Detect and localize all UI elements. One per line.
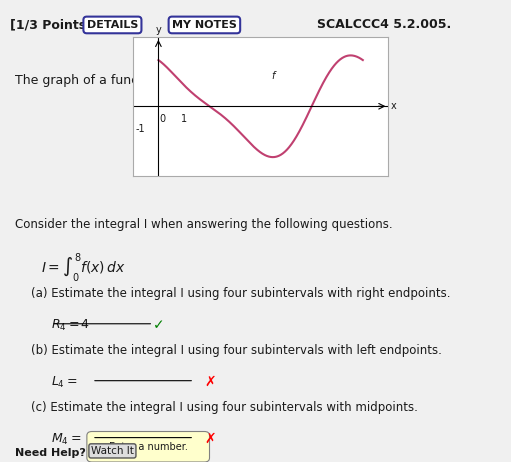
Text: Need Help?: Need Help? [15, 448, 86, 458]
Text: x: x [391, 101, 397, 111]
Text: ✗: ✗ [204, 375, 216, 389]
Text: DETAILS: DETAILS [87, 20, 138, 30]
FancyBboxPatch shape [87, 432, 210, 462]
Text: 0: 0 [159, 114, 165, 124]
Text: (c) Estimate the integral I using four subintervals with midpoints.: (c) Estimate the integral I using four s… [31, 401, 417, 414]
Text: $R_4 = 4$: $R_4 = 4$ [51, 318, 90, 333]
Text: $M_4 = $: $M_4 = $ [51, 432, 81, 447]
Text: Consider the integral I when answering the following questions.: Consider the integral I when answering t… [15, 218, 393, 231]
Text: ✓: ✓ [153, 318, 165, 332]
Text: (a) Estimate the integral I using four subintervals with right endpoints.: (a) Estimate the integral I using four s… [31, 287, 450, 300]
Text: -1: -1 [136, 124, 146, 134]
Text: y: y [155, 24, 161, 35]
Text: [1/3 Points]: [1/3 Points] [10, 18, 92, 31]
Text: Enter a number.: Enter a number. [109, 442, 188, 451]
Text: (b) Estimate the integral I using four subintervals with left endpoints.: (b) Estimate the integral I using four s… [31, 344, 442, 357]
Text: $I = \int_0^8 f(x)\,dx$: $I = \int_0^8 f(x)\,dx$ [41, 250, 126, 284]
Text: f: f [272, 71, 275, 81]
Text: The graph of a function f is given.: The graph of a function f is given. [15, 74, 227, 87]
Text: $L_4 = $: $L_4 = $ [51, 375, 78, 389]
Text: MY NOTES: MY NOTES [172, 20, 237, 30]
Text: 1: 1 [181, 114, 187, 124]
Text: Watch It: Watch It [91, 446, 134, 456]
Text: ✗: ✗ [204, 432, 216, 445]
Text: SCALCCC4 5.2.005.: SCALCCC4 5.2.005. [317, 18, 451, 31]
